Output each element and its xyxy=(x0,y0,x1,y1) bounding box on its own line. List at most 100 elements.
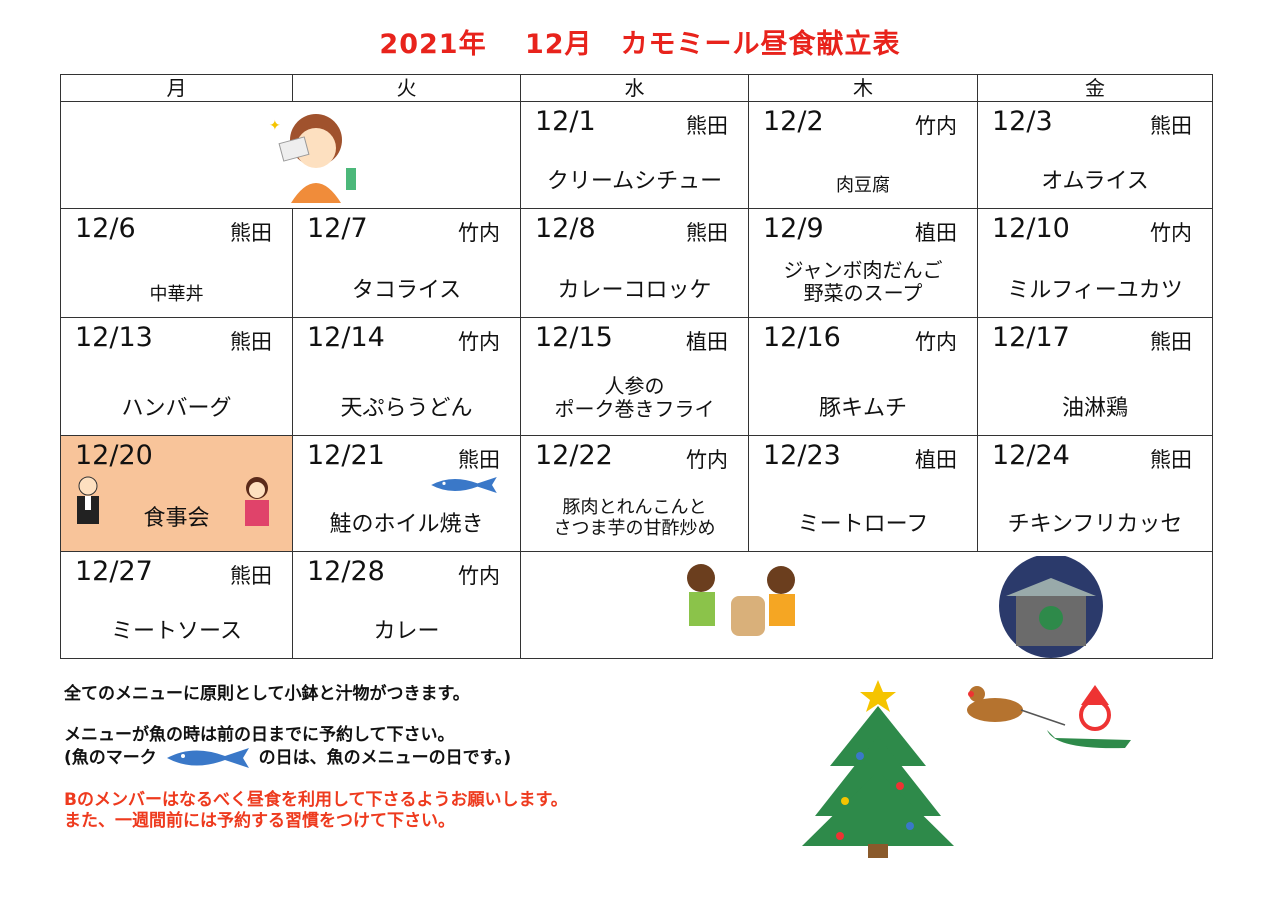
staff-name: 竹内 xyxy=(686,448,728,472)
menu-item: 中華丼 xyxy=(61,284,292,305)
svg-text:✦: ✦ xyxy=(269,118,281,134)
menu-item: ハンバーグ xyxy=(61,397,292,421)
menu-item: カレー xyxy=(293,620,520,644)
menu-date: 12/27 xyxy=(75,556,153,587)
title-name: カモミール昼食献立表 xyxy=(620,29,901,60)
staff-name: 熊田 xyxy=(230,221,272,245)
day-cell: 12/13 熊田ハンバーグ xyxy=(60,317,293,436)
staff-name: 植田 xyxy=(686,330,728,354)
menu-item: 鮭のホイル焼き xyxy=(293,513,520,537)
day-cell: 12/17 熊田 油淋鶏 xyxy=(977,317,1213,436)
note-fish-reserve: メニューが魚の時は前の日までに予約して下さい。 xyxy=(64,725,455,745)
day-cell: 12/14 竹内天ぷらうどん xyxy=(292,317,521,436)
menu-item: カレーコロッケ xyxy=(521,279,748,303)
waitress-icon xyxy=(240,476,274,530)
menu-date: 12/20 xyxy=(75,440,153,471)
weekday-header: 月 xyxy=(60,74,293,102)
menu-line: クリームシチュー xyxy=(546,169,723,194)
menu-item: クリームシチュー xyxy=(521,170,748,194)
menu-item: ミートソース xyxy=(61,620,292,644)
menu-line: 食事会 xyxy=(143,506,210,531)
weekday-header: 火 xyxy=(292,74,521,102)
day-cell: 12/24 熊田チキンフリカッセ xyxy=(977,435,1213,552)
notes: 全てのメニューに原則として小鉢と汁物がつきます。 メニューが魚の時は前の日までに… xyxy=(64,684,568,832)
cleaning-lady-illustration: ✦ xyxy=(261,108,371,207)
day-cell: 12/28 竹内カレー xyxy=(292,551,521,659)
menu-line: 鮭のホイル焼き xyxy=(329,512,484,537)
note-side-dishes: 全てのメニューに原則として小鉢と汁物がつきます。 xyxy=(64,684,470,704)
staff-name: 熊田 xyxy=(230,564,272,588)
menu-line: 肉豆腐 xyxy=(836,175,890,196)
staff-name: 竹内 xyxy=(458,330,500,354)
menu-item: 油淋鶏 xyxy=(978,397,1212,421)
menu-line: 人参の xyxy=(604,374,665,398)
staff-name: 熊田 xyxy=(1150,448,1192,472)
menu-line: ミルフィーユカツ xyxy=(1007,278,1183,303)
weekday-header: 金 xyxy=(977,74,1213,102)
menu-item: 肉豆腐 xyxy=(749,175,977,196)
staff-name: 熊田 xyxy=(1150,114,1192,138)
day-cell: 12/27 熊田ミートソース xyxy=(60,551,293,659)
menu-line: ミートローフ xyxy=(797,512,929,537)
menu-item: 豚キムチ xyxy=(749,397,977,421)
staff-name: 竹内 xyxy=(1150,221,1192,245)
menu-line: 野菜のスープ xyxy=(803,281,923,305)
menu-date: 12/9 xyxy=(763,213,824,244)
menu-line: 豚キムチ xyxy=(818,396,907,421)
day-cell: 12/2 竹内 肉豆腐 xyxy=(748,101,978,209)
staff-name: 熊田 xyxy=(458,448,500,472)
fish-icon xyxy=(166,748,249,768)
menu-date: 12/23 xyxy=(763,440,841,471)
menu-line: ジャンボ肉だんご xyxy=(783,258,943,282)
menu-line: チキンフリカッセ xyxy=(1007,512,1183,537)
menu-date: 12/1 xyxy=(535,106,596,137)
menu-date: 12/15 xyxy=(535,322,613,353)
day-cell: 12/10 竹内 ミルフィーユカツ xyxy=(977,208,1213,318)
staff-name: 熊田 xyxy=(686,114,728,138)
menu-item: チキンフリカッセ xyxy=(978,513,1212,537)
menu-date: 12/8 xyxy=(535,213,596,244)
note-fish-mark-prefix: (魚のマーク xyxy=(64,748,157,768)
day-cell: 12/3 熊田オムライス xyxy=(977,101,1213,209)
menu-date: 12/14 xyxy=(307,322,385,353)
menu-date: 12/21 xyxy=(307,440,385,471)
menu-date: 12/7 xyxy=(307,213,368,244)
title-month: 12月 xyxy=(524,29,593,60)
menu-line: カレー xyxy=(373,619,440,644)
menu-line: 天ぷらうどん xyxy=(340,396,473,421)
menu-line: オムライス xyxy=(1041,169,1149,194)
staff-name: 熊田 xyxy=(686,221,728,245)
menu-item: 豚肉とれんこんと さつま芋の甘酢炒め xyxy=(521,497,748,539)
menu-calendar: 月火水木金 ✦ 12/1 熊田 クリームシチュー 12/2 竹内 肉豆腐 12/3 熊田 オムライス… xyxy=(60,74,1213,659)
menu-line: タコライス xyxy=(351,278,462,303)
menu-date: 12/22 xyxy=(535,440,613,471)
weekday-header: 水 xyxy=(520,74,749,102)
note-members-request: Bのメンバーはなるべく昼食を利用して下さるようお願いします。 xyxy=(64,790,568,810)
menu-item: 天ぷらうどん xyxy=(293,397,520,421)
day-cell: 12/21 熊田鮭のホイル焼き xyxy=(292,435,521,552)
day-cell: 12/9 植田 ジャンボ肉だんご 野菜のスープ xyxy=(748,208,978,318)
menu-item: ジャンボ肉だんご 野菜のスープ xyxy=(749,259,977,305)
menu-line: 油淋鶏 xyxy=(1061,396,1128,421)
menu-line: 豚肉とれんこんと xyxy=(562,497,707,518)
staff-name: 竹内 xyxy=(458,564,500,588)
day-cell: 12/22 竹内豚肉とれんこんと さつま芋の甘酢炒め xyxy=(520,435,749,552)
menu-date: 12/28 xyxy=(307,556,385,587)
staff-name: 熊田 xyxy=(1150,330,1192,354)
illustration-cell xyxy=(520,551,1213,659)
title-year: 2021年 xyxy=(379,29,487,60)
menu-date: 12/24 xyxy=(992,440,1070,471)
day-cell: 12/23 植田 ミートローフ xyxy=(748,435,978,552)
day-cell: 12/1 熊田クリームシチュー xyxy=(520,101,749,209)
note-reserve-habit: また、一週間前には予約する習慣をつけて下さい。 xyxy=(64,811,455,831)
menu-line: 中華丼 xyxy=(149,284,204,305)
staff-name: 竹内 xyxy=(915,330,957,354)
staff-name: 熊田 xyxy=(230,330,272,354)
menu-date: 12/13 xyxy=(75,322,153,353)
menu-item: 食事会 xyxy=(61,507,292,531)
menu-line: ポーク巻きフライ xyxy=(554,397,715,421)
menu-date: 12/3 xyxy=(992,106,1053,137)
day-cell: 12/8 熊田カレーコロッケ xyxy=(520,208,749,318)
santa-sleigh-icon xyxy=(967,685,1131,749)
day-cell: 12/6 熊田 中華丼 xyxy=(60,208,293,318)
